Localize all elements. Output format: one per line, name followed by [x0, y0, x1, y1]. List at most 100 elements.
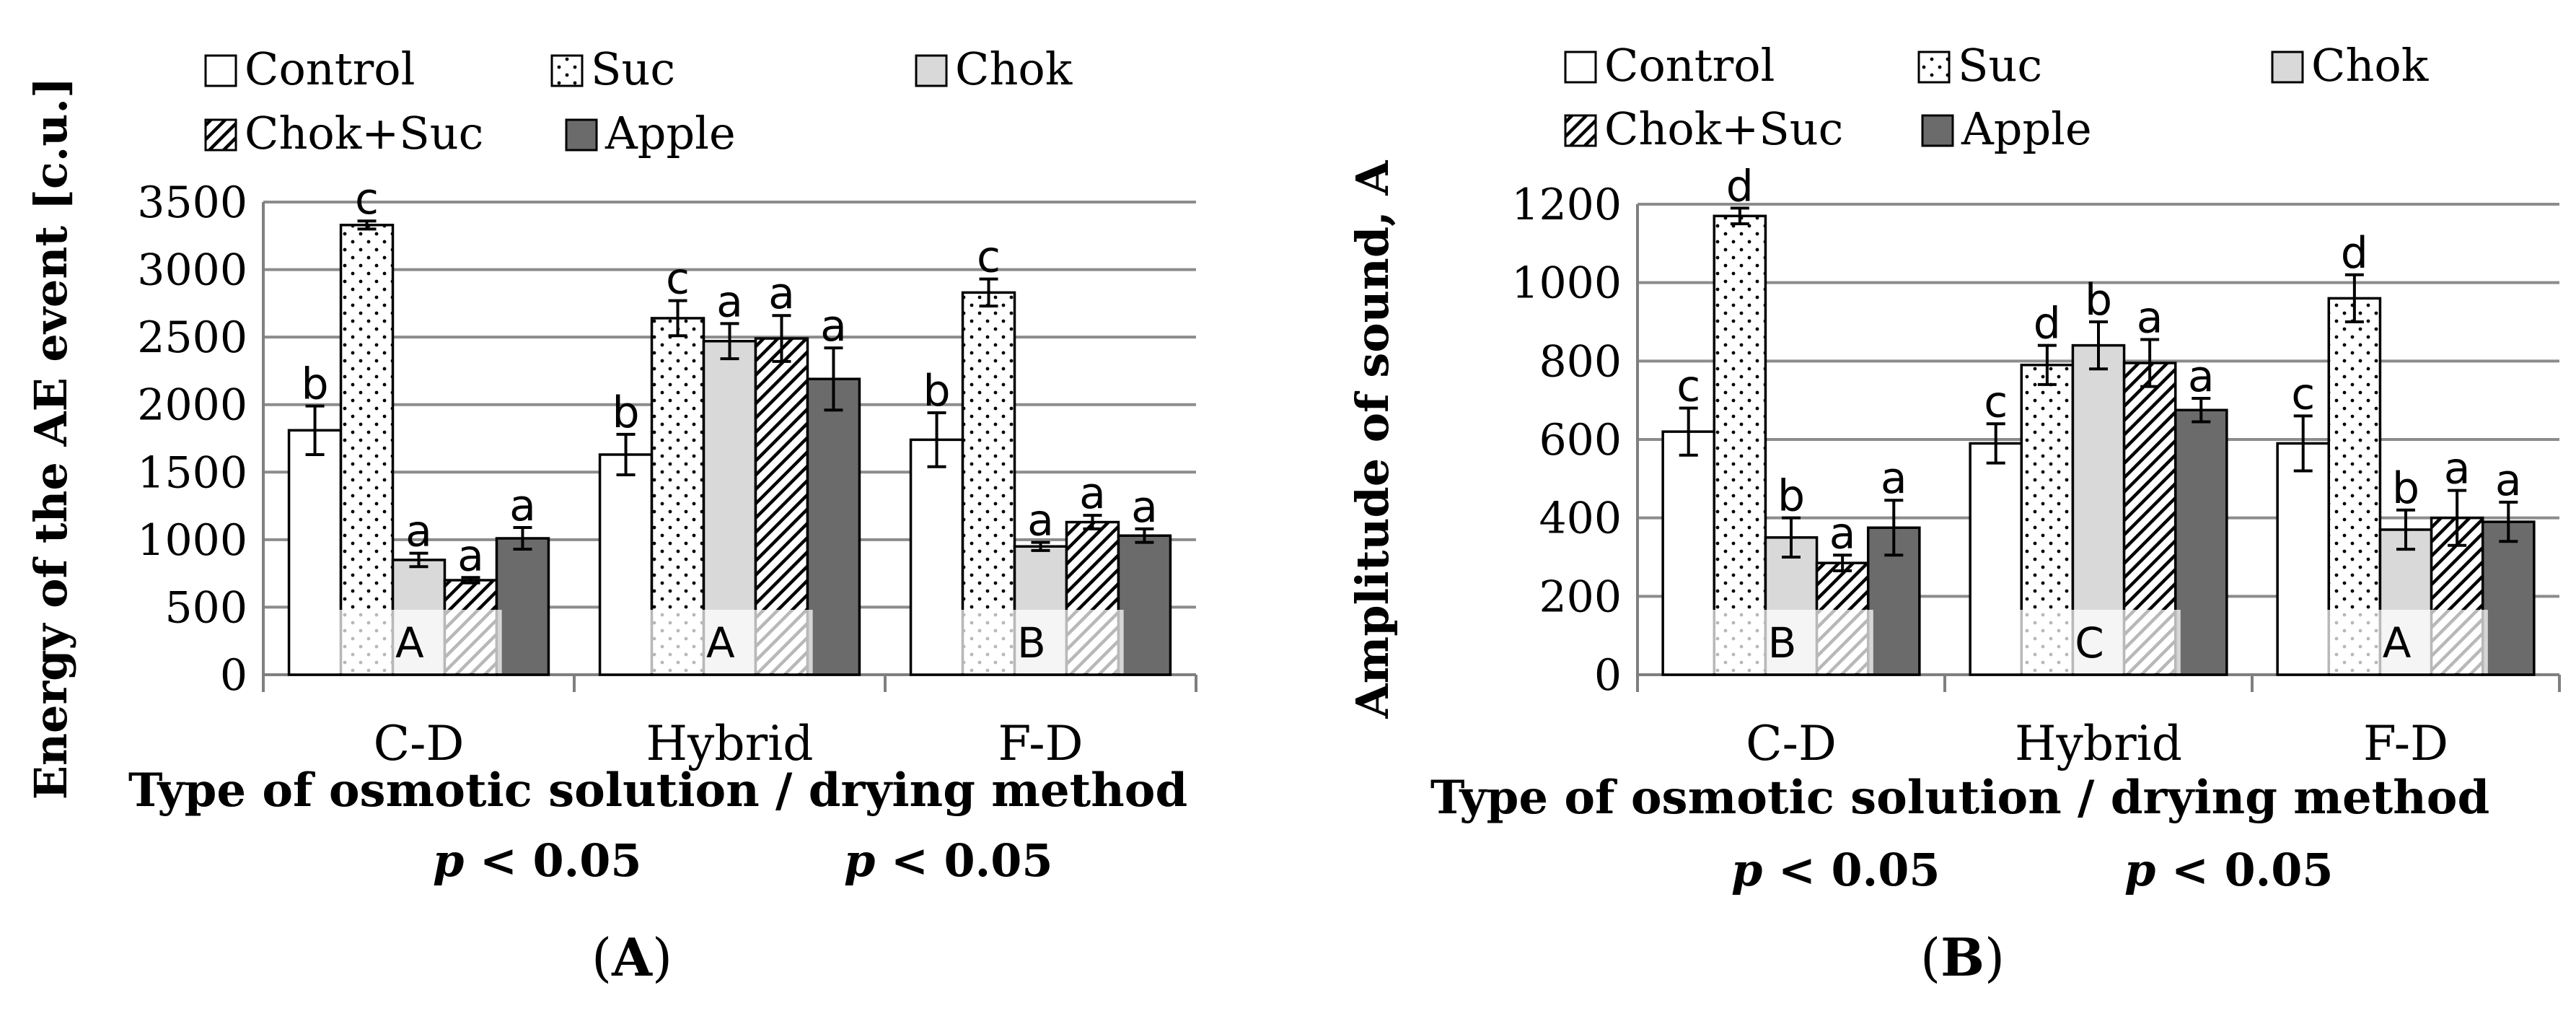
y-tick-label: 200	[1539, 572, 1622, 622]
y-tick-label: 1500	[137, 447, 247, 498]
x-axis-title: Type of osmotic solution / drying method	[128, 763, 1187, 818]
group-letter-box	[2305, 610, 2488, 673]
significance-letter: a	[768, 268, 795, 319]
x-axis-title: Type of osmotic solution / drying method	[1430, 771, 2489, 825]
bar	[806, 377, 861, 676]
significance-letter: a	[457, 530, 484, 581]
significance-letter: a	[1079, 468, 1106, 519]
significance-letter: a	[1027, 496, 1054, 546]
p-threshold: < 0.05	[2155, 844, 2333, 896]
legend-swatch-chok-suc	[204, 118, 237, 152]
significance-letter: c	[1676, 362, 1700, 412]
group-letter: C	[2075, 618, 2104, 668]
bar	[1713, 214, 1767, 676]
group-letter-box	[628, 610, 813, 673]
group-letter-box	[317, 610, 502, 673]
legend-label: Apple	[605, 107, 736, 159]
y-tick-label: 600	[1539, 415, 1622, 465]
y-tick-label: 500	[164, 582, 247, 633]
significance-letter: a	[509, 481, 536, 531]
legend-label: Control	[245, 43, 415, 95]
group-letter: B	[1768, 618, 1797, 668]
panel-b: Control Suc Chok Chok+Suc Apple 0 200 400 600 800…	[1346, 39, 2561, 988]
significance-letter: c	[666, 254, 690, 305]
category-label: F-D	[2363, 716, 2448, 771]
y-tick-label: 800	[1539, 336, 1622, 387]
legend-swatch-suc	[550, 54, 584, 87]
legend-label: Suc	[591, 43, 675, 95]
group-letter-box	[1691, 610, 1873, 673]
y-tick-label: 1000	[137, 515, 247, 566]
significance-letter: b	[1777, 471, 1805, 522]
legend-swatch-chok	[2271, 51, 2304, 84]
panel-a: Control Suc Chok Chok+Suc Apple 0 500 1000 1500 2…	[25, 43, 1197, 988]
group-letter-box	[939, 610, 1124, 673]
bar	[1117, 534, 1172, 676]
bar	[2173, 408, 2228, 676]
significance-letter: a	[2137, 292, 2163, 343]
significance-letter: a	[2444, 444, 2471, 494]
p-symbol: p	[2124, 844, 2155, 896]
category-label: F-D	[998, 716, 1083, 771]
p-symbol: p	[1731, 844, 1762, 896]
y-tick-label: 1200	[1511, 180, 1622, 230]
legend-swatch-apple	[565, 118, 598, 152]
legend-swatch-apple	[1921, 114, 1954, 147]
significance-letter: c	[977, 232, 1001, 283]
p-symbol: p	[433, 834, 464, 887]
significance-letter: b	[2085, 275, 2112, 325]
significance-letter: a	[1881, 453, 1907, 504]
p-threshold: < 0.05	[875, 834, 1052, 887]
significance-letter: b	[2392, 463, 2419, 514]
significance-letter: b	[612, 388, 639, 438]
significance-letter: c	[2291, 369, 2315, 419]
significance-letter: d	[1726, 161, 1754, 211]
significance-letter: c	[1984, 377, 2008, 427]
significance-letter: a	[2495, 455, 2522, 506]
panel-paren: )	[1984, 927, 2005, 988]
p-value-label: p < 0.05	[433, 834, 641, 887]
significance-letter: d	[2341, 228, 2368, 279]
significance-letter: d	[2034, 299, 2061, 349]
group-letter: A	[395, 618, 424, 668]
significance-letter: a	[716, 276, 743, 327]
legend-label: Chok+Suc	[245, 107, 483, 159]
legend-label: Chok+Suc	[1604, 102, 1843, 155]
legend-label: Chok	[2311, 39, 2429, 92]
p-threshold: < 0.05	[464, 834, 641, 887]
panel-letter: B	[1940, 927, 1984, 988]
category-label: Hybrid	[2015, 716, 2182, 771]
category-label: C-D	[374, 716, 465, 771]
group-letter: A	[2383, 618, 2412, 668]
group-letter: B	[1017, 618, 1046, 668]
legend-swatch-chok-suc	[1564, 114, 1597, 147]
legend-swatch-control	[204, 54, 237, 87]
y-axis-title: Energy of the AE event [c.u.]	[25, 77, 77, 800]
y-tick-label: 400	[1539, 494, 1622, 544]
p-value-label: p < 0.05	[2124, 844, 2333, 896]
y-tick-label: 1000	[1511, 258, 1622, 309]
panel-paren: (	[592, 927, 612, 988]
significance-letter: a	[405, 507, 432, 557]
significance-letter: a	[1131, 482, 1158, 533]
category-label: C-D	[1746, 716, 1837, 771]
p-value-label: p < 0.05	[844, 834, 1052, 887]
bar	[339, 224, 395, 676]
panel-paren: )	[652, 927, 672, 988]
significance-letter: b	[301, 359, 328, 410]
group-letter-box	[1998, 610, 2181, 673]
legend-swatch-chok	[915, 54, 948, 87]
y-tick-label: 0	[1594, 650, 1622, 701]
significance-letter: a	[2188, 351, 2215, 402]
p-symbol: p	[844, 834, 875, 887]
significance-letter: c	[355, 174, 379, 224]
legend-swatch-suc	[1917, 51, 1951, 84]
p-threshold: < 0.05	[1762, 844, 1940, 896]
y-axis-title: Amplitude of sound, A	[1346, 160, 1399, 719]
y-tick-label: 3000	[137, 245, 247, 296]
y-tick-label: 2000	[137, 380, 247, 431]
significance-letter: a	[820, 301, 847, 351]
y-tick-label: 2500	[137, 312, 247, 363]
significance-letter: b	[923, 366, 950, 416]
